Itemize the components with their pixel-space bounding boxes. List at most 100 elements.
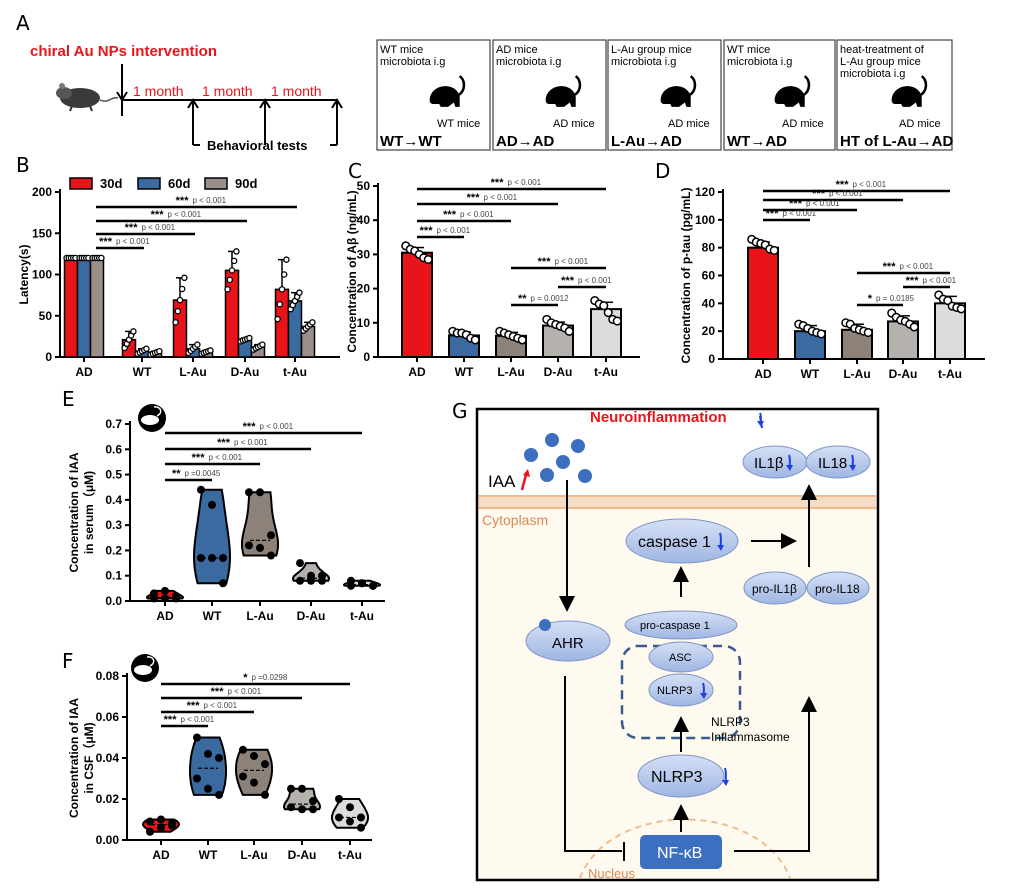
intervention-label: chiral Au NPs intervention — [30, 43, 217, 60]
x-tick-label: t-Au — [350, 609, 374, 623]
bar — [841, 328, 873, 360]
significance-stars: *** — [789, 198, 803, 210]
month-label-3: 1 month — [271, 83, 322, 99]
data-point — [318, 571, 326, 580]
p-value: p < 0.001 — [783, 209, 817, 218]
y-tick-label: 0.04 — [96, 751, 120, 765]
data-point — [261, 790, 269, 799]
x-tick-label: D-Au — [889, 367, 918, 381]
y-axis-label: Concentration of IAA — [67, 452, 81, 572]
significance-stars: *** — [176, 195, 190, 207]
y-tick-label: 0.00 — [96, 833, 120, 847]
significance-stars: *** — [906, 275, 920, 287]
node-nlrp3-inflammasome: NLRP3 — [648, 673, 714, 707]
svg-text:NF-κB: NF-κB — [657, 845, 702, 862]
node-pro-il1b: pro-IL1β — [743, 571, 807, 605]
box-mice-label: WT mice — [437, 118, 480, 130]
data-point — [298, 784, 306, 793]
data-point — [143, 345, 150, 352]
panel-label-a: A — [16, 11, 30, 35]
x-tick-label: AD — [408, 365, 426, 379]
significance-stars: *** — [420, 225, 434, 237]
y-tick-label: 0 — [45, 350, 52, 364]
data-point — [956, 304, 966, 314]
significance-stars: ** — [518, 293, 527, 305]
data-point — [309, 805, 317, 814]
icon-mouse-body — [141, 415, 159, 425]
p-value: p < 0.001 — [923, 276, 957, 285]
y-tick-label: 200 — [32, 185, 52, 199]
node-pro-caspase-1: pro-caspase 1 — [624, 610, 738, 640]
data-point — [296, 576, 304, 585]
x-tick-label: t-Au — [283, 365, 307, 379]
significance-stars: *** — [125, 222, 139, 234]
bar — [747, 246, 779, 361]
data-point — [909, 322, 919, 332]
x-tick-label: WT — [455, 365, 474, 379]
bar — [63, 257, 79, 358]
down-arrow-head-icon — [786, 465, 793, 471]
significance-stars: *** — [561, 275, 575, 287]
y-tick-label: 0.5 — [105, 468, 122, 482]
box-transplant-label: L-Au→AD — [611, 133, 682, 150]
data-point — [423, 254, 433, 265]
panel-label: D — [655, 159, 670, 183]
p-value: p < 0.001 — [260, 422, 294, 431]
data-point — [335, 813, 343, 822]
y-tick-label: 0.3 — [105, 518, 122, 532]
data-point — [816, 329, 826, 339]
panel-e-chart: E 0.0 0.1 0.2 0.3 0.4 0.5 0.6 0.7 AD WT L-Au D-Au t-A… — [62, 387, 385, 623]
data-point — [226, 276, 234, 284]
y-axis-label: in CSF（μM) — [81, 722, 96, 793]
icon-tail — [153, 406, 162, 417]
y-tick-label: 0 — [363, 350, 370, 364]
p-value: p < 0.001 — [168, 210, 202, 219]
p-value: p < 0.001 — [193, 196, 227, 205]
legend-label: 30d — [100, 176, 122, 191]
node-pro-il18: pro-IL18 — [806, 571, 870, 605]
panel-label-g: G — [452, 399, 468, 423]
data-point — [863, 328, 873, 338]
data-point — [150, 589, 158, 598]
panel-label: B — [16, 153, 30, 177]
significance-stars: *** — [812, 188, 826, 200]
mouse-illustration — [56, 83, 119, 112]
y-tick-label: 0.0 — [105, 594, 122, 608]
data-point — [259, 341, 266, 348]
significance-stars: *** — [243, 421, 257, 433]
svg-text:NLRP3: NLRP3 — [657, 685, 692, 697]
significance-stars: *** — [99, 236, 113, 248]
data-point — [267, 551, 275, 560]
x-tick-label: t-Au — [338, 848, 362, 862]
y-tick-label: 0.1 — [105, 569, 122, 583]
cytoplasm-label: Cytoplasm — [482, 512, 548, 528]
p-value: p < 0.001 — [181, 715, 215, 724]
p-value: p < 0.001 — [900, 262, 934, 271]
data-point — [250, 751, 258, 760]
p-value: p < 0.001 — [508, 178, 542, 187]
data-point — [146, 827, 154, 836]
data-point — [369, 581, 377, 590]
data-point — [346, 803, 354, 812]
y-tick-label: 100 — [695, 213, 715, 227]
y-tick-label: 80 — [702, 241, 716, 255]
significance-stars: *** — [491, 177, 505, 189]
inflammasome-label-1: NLRP3 — [711, 715, 750, 729]
data-point — [208, 554, 216, 563]
box-transplant-label: WT→WT — [380, 133, 442, 150]
data-point — [261, 760, 269, 769]
box-mice-label: AD mice — [899, 118, 941, 130]
y-tick-label: 0.02 — [96, 792, 120, 806]
down-arrow-head-icon — [757, 421, 764, 427]
panel-f-chart: F 0.00 0.02 0.04 0.06 0.08 AD WT L-Au D-Au t-Au Con… — [62, 649, 372, 862]
box-mice-label: AD mice — [553, 118, 595, 130]
box-description: L-Au group mice — [611, 44, 692, 56]
p-value: p < 0.001 — [853, 180, 887, 189]
data-point — [346, 817, 354, 826]
significance-stars: *** — [187, 700, 201, 712]
x-tick-label: WT — [203, 609, 222, 623]
timeline — [116, 64, 343, 146]
y-tick-label: 50 — [357, 179, 371, 193]
panel-c-chart: C 0 10 20 30 40 50 AD WT L-Au D-Au t-Au Concentratio… — [345, 159, 640, 379]
